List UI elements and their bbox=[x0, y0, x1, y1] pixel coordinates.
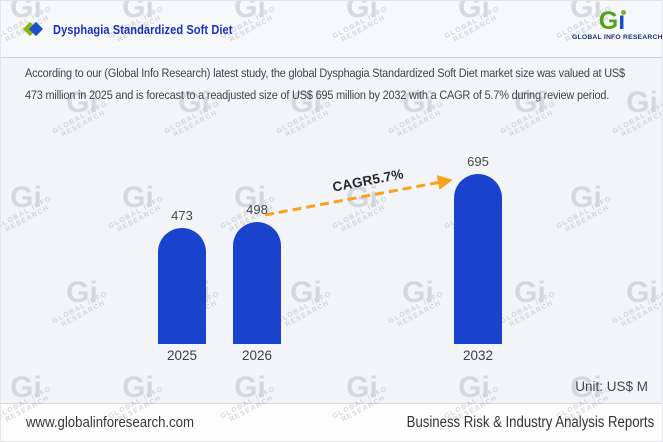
footer-tagline: Business Risk & Industry Analysis Report… bbox=[406, 414, 654, 431]
page-title: Dysphagia Standardized Soft Diet bbox=[53, 21, 233, 37]
gi-logo-i: ı bbox=[618, 7, 626, 35]
bar-year-label: 2025 bbox=[166, 348, 198, 363]
gi-logo-g: G bbox=[598, 7, 619, 35]
body-background bbox=[1, 57, 662, 403]
bar-value-label: 695 bbox=[467, 154, 489, 169]
bar-2025 bbox=[158, 228, 206, 344]
header: Dysphagia Standardized Soft Diet bbox=[1, 1, 662, 57]
bar-value-label: 498 bbox=[246, 202, 268, 217]
bar-2032 bbox=[454, 174, 502, 344]
bar-year-label: 2026 bbox=[241, 348, 273, 363]
footer-background bbox=[1, 403, 662, 441]
summary-text: According to our (Global Info Research) … bbox=[25, 66, 625, 102]
bar-year-label: 2032 bbox=[462, 348, 494, 363]
brand-logo: Gı GLOBAL INFO RESEARCH bbox=[572, 7, 663, 41]
bar-2026 bbox=[233, 222, 281, 344]
header-background bbox=[1, 1, 662, 57]
bar-value-label: 473 bbox=[171, 208, 193, 223]
gi-logo-icon: Gı bbox=[598, 7, 627, 35]
gi-logo-dot-icon bbox=[621, 10, 627, 15]
unit-label: Unit: US$ M bbox=[575, 379, 648, 394]
website-url: www.globalinforesearch.com bbox=[26, 414, 195, 431]
logo-name: GLOBAL INFO RESEARCH bbox=[572, 34, 663, 41]
